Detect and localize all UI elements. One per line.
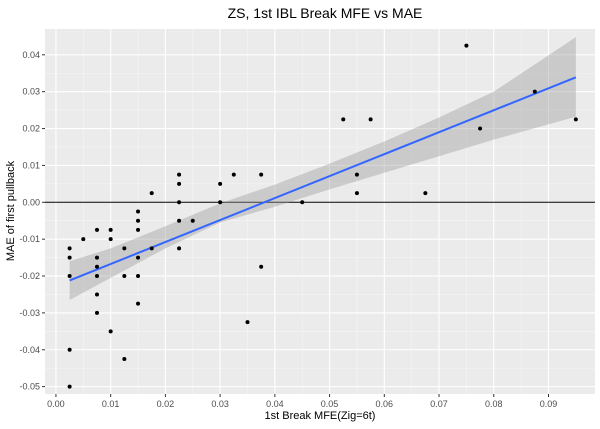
data-point [218, 181, 223, 186]
y-tick-label: -0.01 [19, 234, 40, 244]
data-point [354, 191, 359, 196]
x-tick-label: 0.05 [321, 399, 339, 409]
data-point [300, 200, 305, 205]
data-point [368, 117, 373, 122]
data-point [136, 218, 141, 223]
y-tick-label: 0.04 [22, 50, 40, 60]
data-point [149, 191, 154, 196]
y-tick-label: -0.03 [19, 308, 40, 318]
data-point [423, 191, 428, 196]
data-point [573, 117, 578, 122]
y-tick-label: 0.02 [22, 124, 40, 134]
data-point [122, 356, 127, 361]
data-point [94, 310, 99, 315]
y-tick-label: 0.03 [22, 87, 40, 97]
y-axis-ticks: -0.05 -0.04 -0.03 -0.02 -0.01 0.00 0.01 0.02 0.0… [19, 50, 45, 392]
x-tick-label: 0.02 [157, 399, 175, 409]
data-point [94, 292, 99, 297]
data-point [108, 237, 113, 242]
data-point [177, 172, 182, 177]
x-tick-label: 0.06 [376, 399, 394, 409]
y-tick-label: -0.04 [19, 345, 40, 355]
data-point [67, 255, 72, 260]
y-tick-label: 0.00 [22, 197, 40, 207]
x-tick-label: 0.04 [266, 399, 284, 409]
x-tick-label: 0.07 [430, 399, 448, 409]
data-point [177, 200, 182, 205]
data-point [67, 347, 72, 352]
data-points [67, 43, 578, 389]
x-tick-label: 0.00 [47, 399, 65, 409]
chart-title: ZS, 1st IBL Break MFE vs MAE [228, 5, 423, 21]
minor-grid-lines [45, 29, 595, 394]
y-axis-title: MAE of first pullback [5, 160, 17, 261]
y-tick-label: -0.05 [19, 382, 40, 392]
data-point [177, 181, 182, 186]
x-tick-label: 0.01 [102, 399, 120, 409]
data-point [94, 264, 99, 269]
data-point [136, 274, 141, 279]
data-point [532, 89, 537, 94]
data-point [136, 301, 141, 306]
trend-line [69, 76, 577, 282]
data-point [245, 320, 250, 325]
data-point [67, 384, 72, 389]
data-point [136, 255, 141, 260]
data-point [81, 237, 86, 242]
x-tick-label: 0.08 [485, 399, 503, 409]
data-point [478, 126, 483, 131]
data-point [108, 329, 113, 334]
data-point [108, 227, 113, 232]
data-point [122, 246, 127, 251]
data-point [177, 246, 182, 251]
x-tick-label: 0.03 [211, 399, 229, 409]
data-point [94, 274, 99, 279]
data-point [218, 200, 223, 205]
data-point [149, 246, 154, 251]
x-tick-label: 0.09 [540, 399, 558, 409]
data-point [354, 172, 359, 177]
data-point [177, 218, 182, 223]
data-point [94, 227, 99, 232]
data-point [231, 172, 236, 177]
x-axis-ticks: 0.00 0.01 0.02 0.03 0.04 0.05 0.06 0.07 0.08 0.09 [47, 394, 557, 409]
data-point [136, 227, 141, 232]
data-point [136, 209, 141, 214]
confidence-band [69, 37, 576, 300]
x-axis-title: 1st Break MFE(Zig=6t) [265, 410, 376, 422]
data-point [122, 274, 127, 279]
data-point [67, 246, 72, 251]
data-point [259, 264, 264, 269]
y-tick-label: 0.01 [22, 160, 40, 170]
data-point [94, 255, 99, 260]
data-point [190, 218, 195, 223]
data-point [259, 172, 264, 177]
data-point [464, 43, 469, 48]
y-tick-label: -0.02 [19, 271, 40, 281]
data-point [341, 117, 346, 122]
data-point [67, 274, 72, 279]
